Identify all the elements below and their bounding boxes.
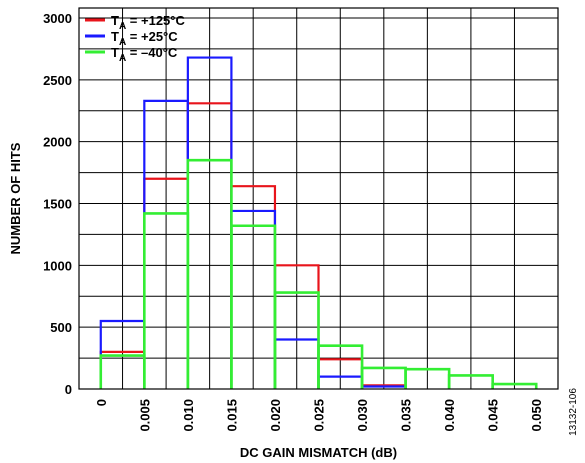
x-tick-label: 0.025 (312, 399, 327, 432)
legend: TA = +125°CTA = +25°CTA = –40°C (85, 13, 185, 64)
x-tick-label: 0.030 (355, 399, 370, 432)
x-tick-label: 0 (94, 399, 109, 406)
y-tick-label: 0 (65, 382, 72, 397)
y-tick-label: 3000 (43, 11, 72, 26)
x-tick-label: 0.005 (137, 399, 152, 432)
legend-label: TA = +125°C (111, 13, 185, 32)
y-tick-label: 2500 (43, 73, 72, 88)
x-axis-title: DC GAIN MISMATCH (dB) (240, 445, 397, 460)
x-tick-label: 0.015 (224, 399, 239, 432)
histogram-bar (273, 291, 320, 389)
y-tick-label: 500 (50, 320, 72, 335)
histogram-bar (447, 374, 494, 389)
x-tick-label: 0.045 (486, 399, 501, 432)
histogram-series (99, 56, 538, 389)
y-tick-label: 1500 (43, 197, 72, 212)
series-3 (99, 158, 538, 389)
histogram-bar (491, 382, 538, 389)
x-tick-labels: 0 0.005 0.010 0.015 0.020 0.025 0.030 0.035 0.04… (94, 399, 544, 432)
x-tick-label: 0.040 (442, 399, 457, 432)
y-tick-label: 1000 (43, 258, 72, 273)
figure-id: 13132-106 (568, 388, 579, 436)
y-axis-title: NUMBER OF HITS (8, 142, 23, 254)
y-tick-labels: 0 500 1000 1500 2000 2500 3000 (43, 11, 72, 397)
x-tick-label: 0.050 (529, 399, 544, 432)
y-tick-label: 2000 (43, 135, 72, 150)
legend-label: TA = –40°C (111, 45, 178, 64)
plot-frame (78, 7, 559, 390)
x-tick-label: 0.020 (268, 399, 283, 432)
legend-label: TA = +25°C (111, 29, 178, 48)
x-tick-label: 0.010 (181, 399, 196, 432)
x-tick-label: 0.035 (399, 399, 414, 432)
